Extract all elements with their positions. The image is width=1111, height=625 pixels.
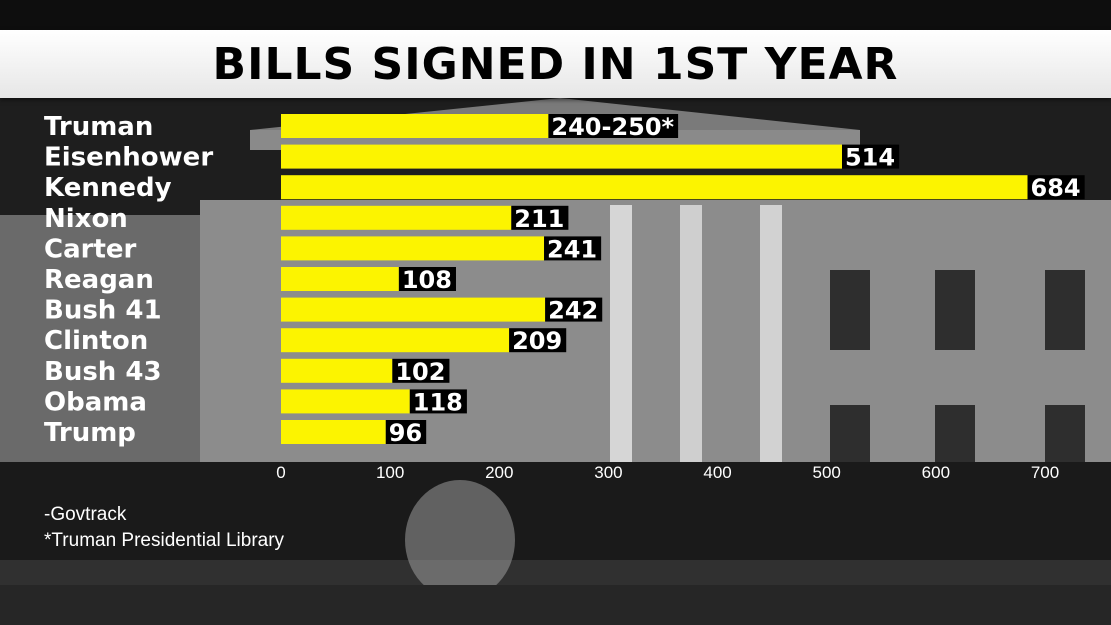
x-tick-label: 100 xyxy=(376,463,404,482)
bar xyxy=(281,358,393,383)
bar xyxy=(281,389,410,414)
data-label: 118 xyxy=(413,388,463,416)
source-note-truman-library: *Truman Presidential Library xyxy=(44,530,285,551)
bar xyxy=(281,144,842,169)
category-label: Bush 43 xyxy=(44,357,162,387)
data-label-background xyxy=(545,297,603,322)
data-label: 514 xyxy=(845,144,895,172)
data-label-background xyxy=(511,205,569,230)
source-note-govtrack: -Govtrack xyxy=(44,504,127,525)
category-label: Kennedy xyxy=(44,173,172,203)
bar xyxy=(281,205,512,230)
x-tick-label: 400 xyxy=(703,463,731,482)
bar xyxy=(281,236,545,261)
data-label: 102 xyxy=(395,358,445,386)
data-label-background xyxy=(544,236,602,261)
data-label: 240-250* xyxy=(551,113,674,141)
data-label: 684 xyxy=(1031,174,1081,202)
category-label: Reagan xyxy=(44,265,154,295)
data-label-background xyxy=(841,144,900,169)
data-label-background xyxy=(398,267,456,291)
chart-title: BILLS SIGNED IN 1ST YEAR xyxy=(212,38,899,90)
data-label: 96 xyxy=(389,419,422,447)
x-tick-label: 700 xyxy=(1031,463,1059,482)
category-label: Carter xyxy=(44,234,137,264)
data-label-background xyxy=(409,389,467,414)
data-label-background xyxy=(548,114,679,138)
bar xyxy=(281,420,386,444)
x-tick-label: 300 xyxy=(594,463,622,482)
category-label: Nixon xyxy=(44,204,128,234)
data-label: 241 xyxy=(547,235,597,263)
category-label: Trump xyxy=(44,418,136,448)
category-label: Obama xyxy=(44,387,147,417)
bar xyxy=(281,297,546,322)
category-label: Truman xyxy=(44,112,153,142)
bar xyxy=(281,114,549,138)
data-label-background xyxy=(385,420,427,444)
x-tick-label: 600 xyxy=(922,463,950,482)
x-tick-label: 200 xyxy=(485,463,513,482)
x-tick-label: 500 xyxy=(813,463,841,482)
source-notes: -Govtrack *Truman Presidential Library xyxy=(44,502,284,554)
x-tick-label: 0 xyxy=(276,463,285,482)
title-band: BILLS SIGNED IN 1ST YEAR xyxy=(0,30,1111,98)
data-label: 211 xyxy=(514,205,564,233)
data-label-background xyxy=(392,358,450,383)
data-label: 209 xyxy=(512,327,562,355)
bar xyxy=(281,328,510,353)
category-label: Eisenhower xyxy=(44,143,213,173)
bar xyxy=(281,175,1028,200)
data-label: 108 xyxy=(402,266,452,294)
data-label-background xyxy=(509,328,567,353)
data-label: 242 xyxy=(548,297,598,325)
category-label: Bush 41 xyxy=(44,296,162,326)
data-label-background xyxy=(1027,175,1085,200)
category-label: Clinton xyxy=(44,326,148,356)
bar xyxy=(281,267,399,291)
